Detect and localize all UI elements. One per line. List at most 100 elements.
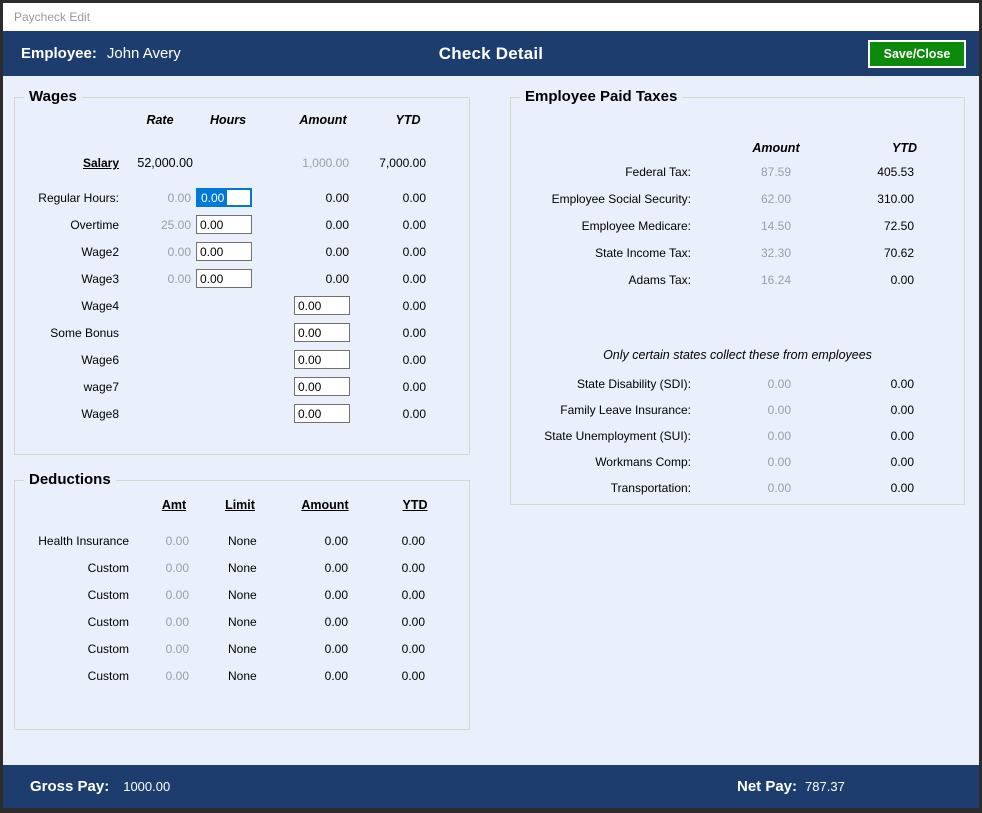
wage-ytd-value: 0.00: [402, 271, 426, 286]
wage-row-overtime: Overtime 25.00 0.00 0.00: [15, 211, 469, 238]
deduction-row-custom: Custom 0.00 None 0.00 0.00: [15, 554, 469, 581]
deduction-ytd-value: 0.00: [401, 668, 425, 683]
deduction-amt-value: 0.00: [165, 641, 189, 656]
deduction-row-health-insurance: Health Insurance 0.00 None 0.00 0.00: [15, 527, 469, 554]
state-taxes-note: Only certain states collect these from e…: [603, 348, 872, 362]
tax-ytd-value: 0.00: [890, 403, 914, 417]
wage-ytd-value: 0.00: [402, 406, 426, 421]
wage-ytd-value: 0.00: [402, 352, 426, 367]
tax-amount-value: 32.30: [760, 245, 791, 260]
deduction-row-custom: Custom 0.00 None 0.00 0.00: [15, 608, 469, 635]
deduction-label: Custom: [87, 641, 129, 656]
deduction-label: Custom: [87, 560, 129, 575]
gross-pay-value: 1000.00: [123, 779, 171, 794]
employee-info: Employee: John Avery: [21, 31, 181, 76]
tax-amount-value: 87.59: [760, 164, 791, 179]
tax-row-family-leave: Family Leave Insurance: 0.00 0.00: [511, 397, 964, 423]
tax-ytd-value: 0.00: [890, 481, 914, 495]
wage4-amount-input[interactable]: [294, 296, 350, 315]
taxes-column-headers: Amount YTD: [511, 140, 964, 156]
net-pay-label: Net Pay:: [737, 778, 798, 795]
deduction-label: Custom: [87, 668, 129, 683]
salary-link[interactable]: Salary: [82, 156, 119, 170]
deduction-ytd-value: 0.00: [401, 560, 425, 575]
tax-label: State Unemployment (SUI):: [544, 429, 691, 443]
tax-row-social-security: Employee Social Security: 62.00 310.00: [511, 185, 964, 212]
deduction-amount-value: 0.00: [324, 560, 348, 575]
tax-amount-value: 0.00: [767, 429, 791, 443]
wage-rows: Regular Hours: 0.00 0.00 0.00 Overtime 2…: [15, 184, 469, 427]
wage8-amount-input[interactable]: [294, 404, 350, 423]
tax-label: Employee Social Security:: [551, 191, 691, 206]
wage-ytd-value: 0.00: [402, 244, 426, 259]
taxes-header-ytd: YTD: [892, 141, 917, 155]
wages-panel-title: Wages: [24, 88, 82, 105]
wage-row-label: Wage8: [81, 406, 119, 421]
tax-amount-value: 0.00: [767, 377, 791, 391]
deduction-ytd-value: 0.00: [401, 614, 425, 629]
deductions-header-amt[interactable]: Amt: [161, 498, 187, 512]
tax-amount-value: 0.00: [767, 403, 791, 417]
tax-row-workmans-comp: Workmans Comp: 0.00 0.00: [511, 449, 964, 475]
some-bonus-amount-input[interactable]: [294, 323, 350, 342]
wage6-amount-input[interactable]: [294, 350, 350, 369]
employee-label: Employee:: [21, 45, 97, 62]
overtime-hours-input[interactable]: [196, 215, 252, 234]
tax-label: Federal Tax:: [625, 164, 691, 179]
tax-row-state-income: State Income Tax: 32.30 70.62: [511, 239, 964, 266]
wage-row-wage3: Wage3 0.00 0.00 0.00: [15, 265, 469, 292]
tax-row-transportation: Transportation: 0.00 0.00: [511, 475, 964, 501]
wage-row-wage8: Wage8 0.00: [15, 400, 469, 427]
taxes-header-amount: Amount: [752, 141, 800, 155]
tax-ytd-value: 72.50: [883, 218, 914, 233]
wages-header-ytd: YTD: [395, 113, 421, 127]
deduction-limit-value: None: [228, 533, 257, 548]
wage-amount-value: 0.00: [325, 271, 349, 286]
wage7-amount-input[interactable]: [294, 377, 350, 396]
tax-amount-value: 0.00: [767, 455, 791, 469]
wage-amount-value: 0.00: [325, 244, 349, 259]
tax-ytd-value: 0.00: [890, 455, 914, 469]
deductions-header-ytd[interactable]: YTD: [402, 498, 428, 512]
salary-row: Salary 52,000.00 1,000.00 7,000.00: [15, 153, 469, 173]
tax-row-federal: Federal Tax: 87.59 405.53: [511, 158, 964, 185]
header-bar: Employee: John Avery Check Detail Save/C…: [3, 31, 979, 76]
salary-amount-value: 1,000.00: [302, 156, 349, 170]
deduction-ytd-value: 0.00: [401, 533, 425, 548]
deduction-label: Health Insurance: [38, 533, 129, 548]
deduction-amt-value: 0.00: [165, 587, 189, 602]
wage-rate-value: 0.00: [167, 190, 191, 205]
wage-row-label: Wage6: [81, 352, 119, 367]
deductions-column-headers: Amt Limit Amount YTD: [15, 497, 469, 513]
window-titlebar[interactable]: Paycheck Edit: [3, 3, 979, 31]
wage-row-label: Some Bonus: [50, 325, 119, 340]
gross-pay-label: Gross Pay:: [30, 778, 110, 795]
deduction-amount-value: 0.00: [324, 641, 348, 656]
deduction-row-custom: Custom 0.00 None 0.00 0.00: [15, 662, 469, 689]
deductions-panel-title: Deductions: [24, 471, 116, 488]
tax-ytd-value: 70.62: [883, 245, 914, 260]
regular-hours-input[interactable]: [196, 188, 252, 207]
tax-label: State Disability (SDI):: [576, 377, 691, 391]
wage-ytd-value: 0.00: [402, 190, 426, 205]
deductions-header-limit[interactable]: Limit: [225, 498, 255, 512]
wage2-hours-input[interactable]: [196, 242, 252, 261]
wage-row-wage6: Wage6 0.00: [15, 346, 469, 373]
wage3-hours-input[interactable]: [196, 269, 252, 288]
net-pay-value: 787.37: [805, 779, 845, 794]
deductions-header-amount[interactable]: Amount: [301, 498, 349, 512]
wage-amount-value: 0.00: [325, 217, 349, 232]
wage-row-wage7: wage7 0.00: [15, 373, 469, 400]
wage-rate-value: 0.00: [167, 271, 191, 286]
save-close-button[interactable]: Save/Close: [868, 40, 966, 68]
deduction-limit-value: None: [228, 614, 257, 629]
wage-row-label: Wage2: [81, 244, 119, 259]
deduction-amount-value: 0.00: [324, 587, 348, 602]
window-title: Paycheck Edit: [14, 10, 91, 24]
deduction-amount-value: 0.00: [324, 533, 348, 548]
wages-header-hours: Hours: [209, 113, 247, 127]
wage-rate-value: 0.00: [167, 244, 191, 259]
deductions-panel: Deductions Amt Limit Amount YTD Health I…: [14, 471, 470, 730]
wage-amount-value: 0.00: [325, 190, 349, 205]
